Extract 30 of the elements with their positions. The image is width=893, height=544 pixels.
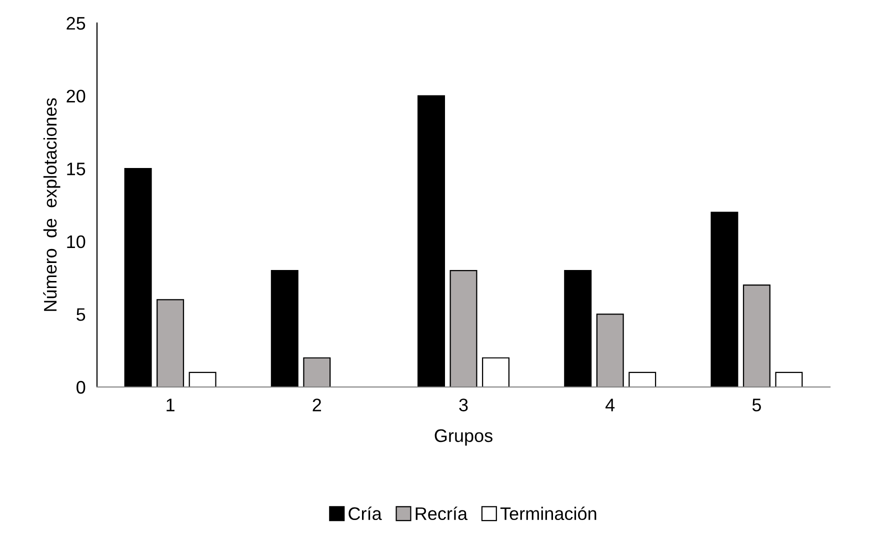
bar [270, 270, 298, 387]
x-axis-title: Grupos [434, 429, 492, 446]
bar [156, 299, 184, 387]
bar [628, 372, 656, 387]
bar [596, 314, 624, 387]
y-tick-label: 10 [67, 235, 86, 248]
bar [482, 357, 510, 387]
bar [564, 270, 592, 387]
legend-label: Cría [348, 506, 382, 520]
y-tick-label: 25 [66, 16, 86, 30]
y-tick-label: 20 [66, 90, 86, 103]
y-tick-label: 5 [76, 308, 86, 321]
y-axis-title: Número de explotaciones [43, 98, 60, 311]
legend-label: Terminación [500, 506, 596, 520]
bar [742, 284, 770, 387]
x-tick-label: 5 [752, 398, 761, 412]
bar [188, 372, 216, 387]
x-tick-label: 1 [166, 398, 174, 412]
y-tick-label: 0 [76, 380, 86, 394]
bar [710, 212, 738, 387]
x-tick-label: 2 [312, 398, 322, 412]
bar [124, 168, 152, 387]
x-tick-label: 3 [459, 398, 468, 412]
legend-label: Recría [416, 506, 468, 520]
y-tick-label: 15 [67, 162, 86, 176]
bar [418, 95, 445, 387]
x-tick-label: 4 [605, 398, 615, 412]
bar [450, 270, 478, 387]
bar [303, 357, 331, 387]
bar [775, 372, 803, 387]
